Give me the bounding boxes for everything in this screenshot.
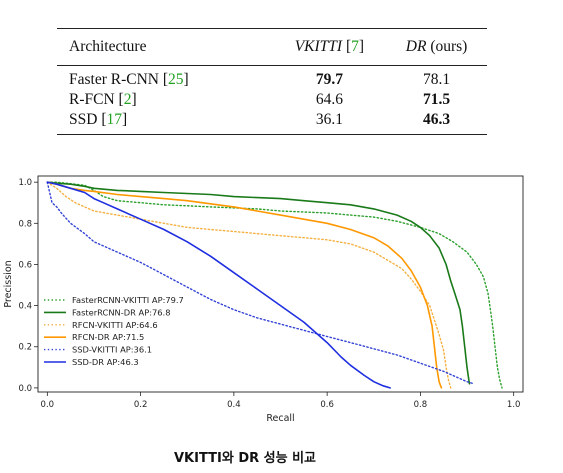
cell-vkitti-ap: 79.7	[315, 71, 343, 88]
series-line	[46, 181, 443, 389]
header-dr: DR (ours)	[386, 28, 487, 66]
cell-vkitti-ap: 64.6	[315, 91, 343, 108]
results-table: Architecture VKITTI [7] DR (ours) Faster…	[57, 28, 487, 135]
cell-dr-ap: 78.1	[423, 71, 451, 88]
header-dr-label: DR	[405, 38, 427, 55]
x-axis-label: Recall	[266, 413, 294, 424]
x-tick-label: 1.0	[507, 400, 521, 410]
legend-entry: RFCN-VKITTI AP:64.6	[72, 320, 158, 330]
architecture-cite: [2]	[118, 91, 137, 108]
table-row: Faster R-CNN [25] 79.7 78.1	[57, 66, 487, 91]
x-tick-label: 0.4	[227, 400, 241, 410]
series-line	[46, 181, 471, 385]
x-tick-label: 0.6	[320, 400, 334, 410]
y-axis-label: Precission	[3, 260, 14, 307]
cell-architecture: SSD [17]	[57, 110, 273, 135]
legend-entry: FasterRCNN-VKITTI AP:79.7	[72, 295, 184, 305]
cell-architecture: R-FCN [2]	[57, 90, 273, 110]
y-tick-label: 0.6	[18, 260, 32, 270]
legend-entry: FasterRCNN-DR AP:76.8	[72, 307, 170, 317]
table-row: SSD [17] 36.1 46.3	[57, 110, 487, 135]
header-vkitti: VKITTI [7]	[272, 28, 387, 66]
header-architecture: Architecture	[57, 28, 273, 66]
series-line	[46, 181, 452, 389]
cell-architecture: Faster R-CNN [25]	[57, 66, 273, 91]
legend-entry: RFCN-DR AP:71.5	[72, 332, 144, 342]
architecture-name: R-FCN	[69, 91, 119, 108]
precision-recall-chart: 0.0 0.2 0.4 0.6 0.8 1.0 0.0 0.2 0.4 0.6 0.8 1.0 Reca…	[3, 175, 524, 424]
y-tick-label: 0.0	[18, 384, 32, 394]
y-tick-label: 1.0	[18, 178, 32, 188]
x-tick-label: 0.0	[41, 400, 55, 410]
legend-entry: SSD-VKITTI AP:36.1	[72, 345, 152, 355]
header-vkitti-label: VKITTI	[294, 38, 343, 55]
legend-entry: SSD-DR AP:46.3	[72, 357, 139, 367]
series-line	[46, 181, 503, 389]
cell-vkitti-ap: 36.1	[272, 110, 387, 135]
y-tick-label: 0.2	[18, 343, 32, 353]
citation-link[interactable]: 7	[351, 38, 359, 55]
architecture-name: Faster R-CNN	[69, 71, 163, 88]
table-body: Faster R-CNN [25] 79.7 78.1 R-FCN [2] 64.6 71…	[57, 66, 487, 135]
series-line	[46, 181, 475, 385]
header-dr-suffix: (ours)	[430, 38, 468, 55]
series-line	[46, 181, 391, 389]
plot-frame	[37, 175, 524, 393]
header-vkitti-cite: [7]	[345, 38, 365, 55]
y-tick-label: 0.4	[18, 302, 32, 312]
citation-link[interactable]: 25	[168, 71, 184, 88]
header-architecture-label: Architecture	[69, 38, 147, 55]
cell-dr-ap: 46.3	[386, 110, 487, 135]
figure-caption: VKITTI와 DR 성능 비교	[173, 451, 317, 466]
architecture-cite: [25]	[162, 71, 189, 88]
table-row: R-FCN [2] 64.6 71.5	[57, 90, 487, 110]
architecture-name: SSD	[69, 111, 102, 128]
y-tick-label: 0.8	[18, 219, 32, 229]
citation-link[interactable]: 2	[123, 91, 132, 108]
x-tick-label: 0.2	[134, 400, 148, 410]
x-tick-label: 0.8	[414, 400, 428, 410]
citation-link[interactable]: 17	[106, 111, 122, 128]
architecture-cite: [17]	[101, 111, 128, 128]
cell-dr-ap: 71.5	[423, 91, 451, 108]
